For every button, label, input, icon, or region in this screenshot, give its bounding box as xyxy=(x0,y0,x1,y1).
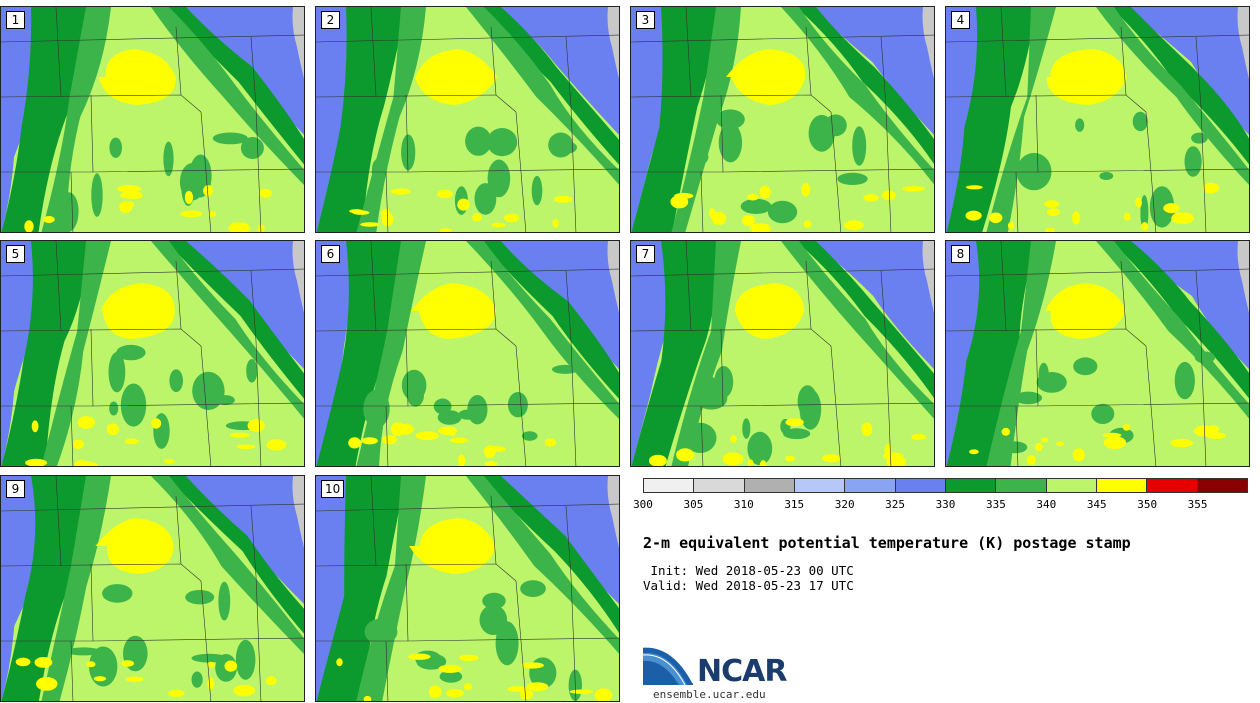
colorbar-tick-label: 300 xyxy=(633,498,653,511)
colorbar-swatch xyxy=(845,479,896,492)
map-panel: 8 xyxy=(945,240,1250,467)
ncar-logo-icon xyxy=(643,646,694,686)
colorbar-tick-label: 330 xyxy=(935,498,956,511)
colorbar-swatch xyxy=(744,479,795,492)
member-number-label: 1 xyxy=(6,11,25,29)
member-number-label: 8 xyxy=(951,245,970,263)
member-number-label: 7 xyxy=(636,245,655,263)
colorbar-swatch xyxy=(996,479,1047,492)
colorbar-ticks: 300 305 310 315 320 325 330 335 340 345 350 355 xyxy=(633,498,1248,512)
member-number-label: 6 xyxy=(321,245,340,263)
map-panel: 3 xyxy=(630,6,935,233)
init-time: Init: Wed 2018-05-23 00 UTC xyxy=(643,563,854,578)
colorbar-tick-label: 305 xyxy=(683,498,704,511)
colorbar-swatch xyxy=(895,479,946,492)
logo-text: NCAR xyxy=(697,654,787,689)
map-panel: 4 xyxy=(945,6,1250,233)
member-number-label: 5 xyxy=(6,245,25,263)
map-panel: 2 xyxy=(315,6,620,233)
member-number-label: 3 xyxy=(636,11,655,29)
colorbar-swatch xyxy=(1197,479,1247,492)
colorbar-swatch xyxy=(945,479,997,492)
colorbar-swatch xyxy=(794,479,846,492)
map-panel: 1 xyxy=(0,6,305,233)
colorbar-swatch xyxy=(1096,479,1148,492)
map-panel: 7 xyxy=(630,240,935,467)
colorbar-swatch xyxy=(1147,479,1198,492)
map-panel: 10 xyxy=(315,475,620,702)
member-number-label: 10 xyxy=(321,480,345,498)
colorbar-swatch xyxy=(1046,479,1097,492)
valid-time: Valid: Wed 2018-05-23 17 UTC xyxy=(643,578,854,593)
colorbar-tick-label: 345 xyxy=(1086,498,1107,511)
colorbar-swatch xyxy=(644,479,695,492)
colorbar xyxy=(643,478,1248,493)
map-panel: 6 xyxy=(315,240,620,467)
colorbar-tick-label: 335 xyxy=(985,498,1006,511)
colorbar-tick-label: 325 xyxy=(885,498,906,511)
colorbar-tick-label: 350 xyxy=(1137,498,1158,511)
member-number-label: 9 xyxy=(6,480,25,498)
map-panel: 9 xyxy=(0,475,305,702)
figure-title: 2-m equivalent potential temperature (K)… xyxy=(643,534,1131,552)
colorbar-tick-label: 320 xyxy=(834,498,855,511)
colorbar-tick-label: 355 xyxy=(1187,498,1208,511)
colorbar-tick-label: 310 xyxy=(733,498,754,511)
colorbar-swatch xyxy=(694,479,745,492)
map-panel: 5 xyxy=(0,240,305,467)
colorbar-tick-label: 340 xyxy=(1036,498,1057,511)
member-number-label: 2 xyxy=(321,11,340,29)
colorbar-tick-label: 315 xyxy=(784,498,805,511)
logo-url: ensemble.ucar.edu xyxy=(653,688,766,701)
member-number-label: 4 xyxy=(951,11,970,29)
